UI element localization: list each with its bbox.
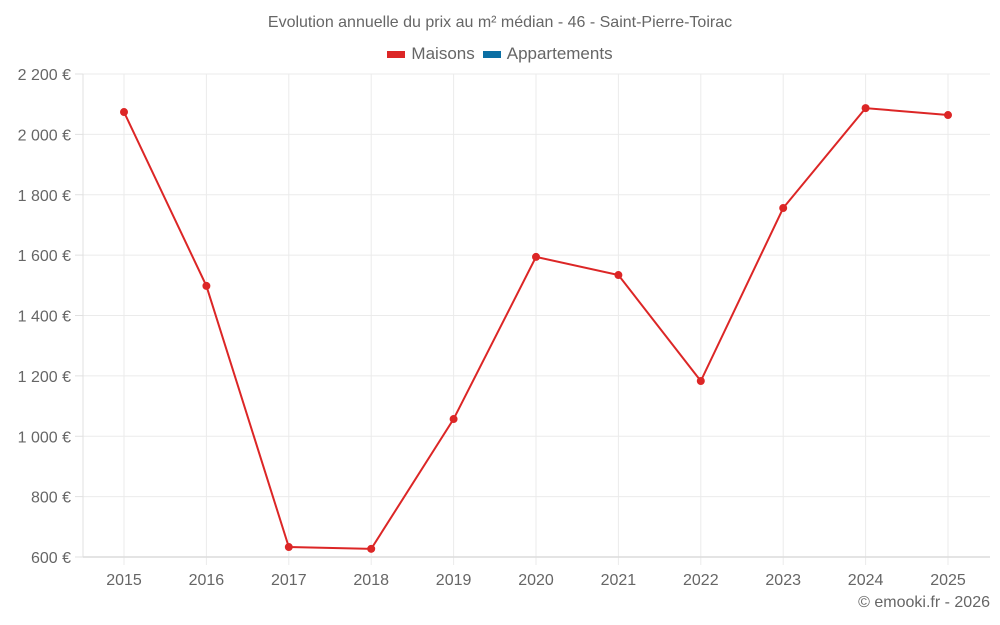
y-tick-label: 1 800 €	[18, 188, 71, 205]
x-tick-label: 2024	[848, 572, 884, 589]
credit-text: © emooki.fr - 2026	[858, 594, 990, 611]
x-tick-label: 2016	[189, 572, 225, 589]
x-tick-label: 2015	[106, 572, 142, 589]
legend-item-appartements[interactable]: Appartements	[482, 44, 613, 64]
data-point	[696, 377, 705, 386]
legend: Maisons Appartements	[0, 44, 1000, 64]
data-point	[779, 204, 788, 213]
y-tick-label: 1 200 €	[18, 369, 71, 386]
legend-swatch-icon	[387, 50, 406, 58]
legend-swatch-icon	[482, 50, 501, 58]
x-tick-label: 2023	[765, 572, 801, 589]
x-tick-label: 2019	[436, 572, 472, 589]
x-tick-label: 2020	[518, 572, 554, 589]
y-tick-label: 1 400 €	[18, 309, 71, 326]
data-point	[944, 111, 952, 120]
y-tick-label: 1 000 €	[18, 429, 71, 446]
data-point	[284, 543, 293, 552]
x-tick-label: 2018	[353, 572, 389, 589]
legend-item-maisons[interactable]: Maisons	[387, 44, 475, 64]
legend-label: Appartements	[506, 44, 613, 63]
y-tick-label: 800 €	[31, 490, 71, 507]
y-tick-label: 2 200 €	[18, 67, 71, 84]
data-point	[614, 271, 623, 280]
data-point	[861, 104, 870, 113]
data-point	[532, 252, 540, 261]
x-tick-label: 2021	[601, 572, 637, 589]
data-point	[449, 415, 458, 424]
y-tick-label: 1 600 €	[18, 248, 71, 265]
x-tick-label: 2022	[683, 572, 719, 589]
y-tick-label: 600 €	[31, 550, 71, 567]
data-point	[120, 108, 128, 117]
chart-title: Evolution annuelle du prix au m² médian …	[267, 14, 733, 31]
data-point	[367, 544, 376, 553]
data-point	[202, 281, 211, 290]
x-tick-label: 2025	[930, 572, 966, 589]
legend-label: Maisons	[411, 44, 475, 63]
x-tick-label: 2017	[271, 572, 307, 589]
y-tick-label: 2 000 €	[18, 127, 71, 144]
